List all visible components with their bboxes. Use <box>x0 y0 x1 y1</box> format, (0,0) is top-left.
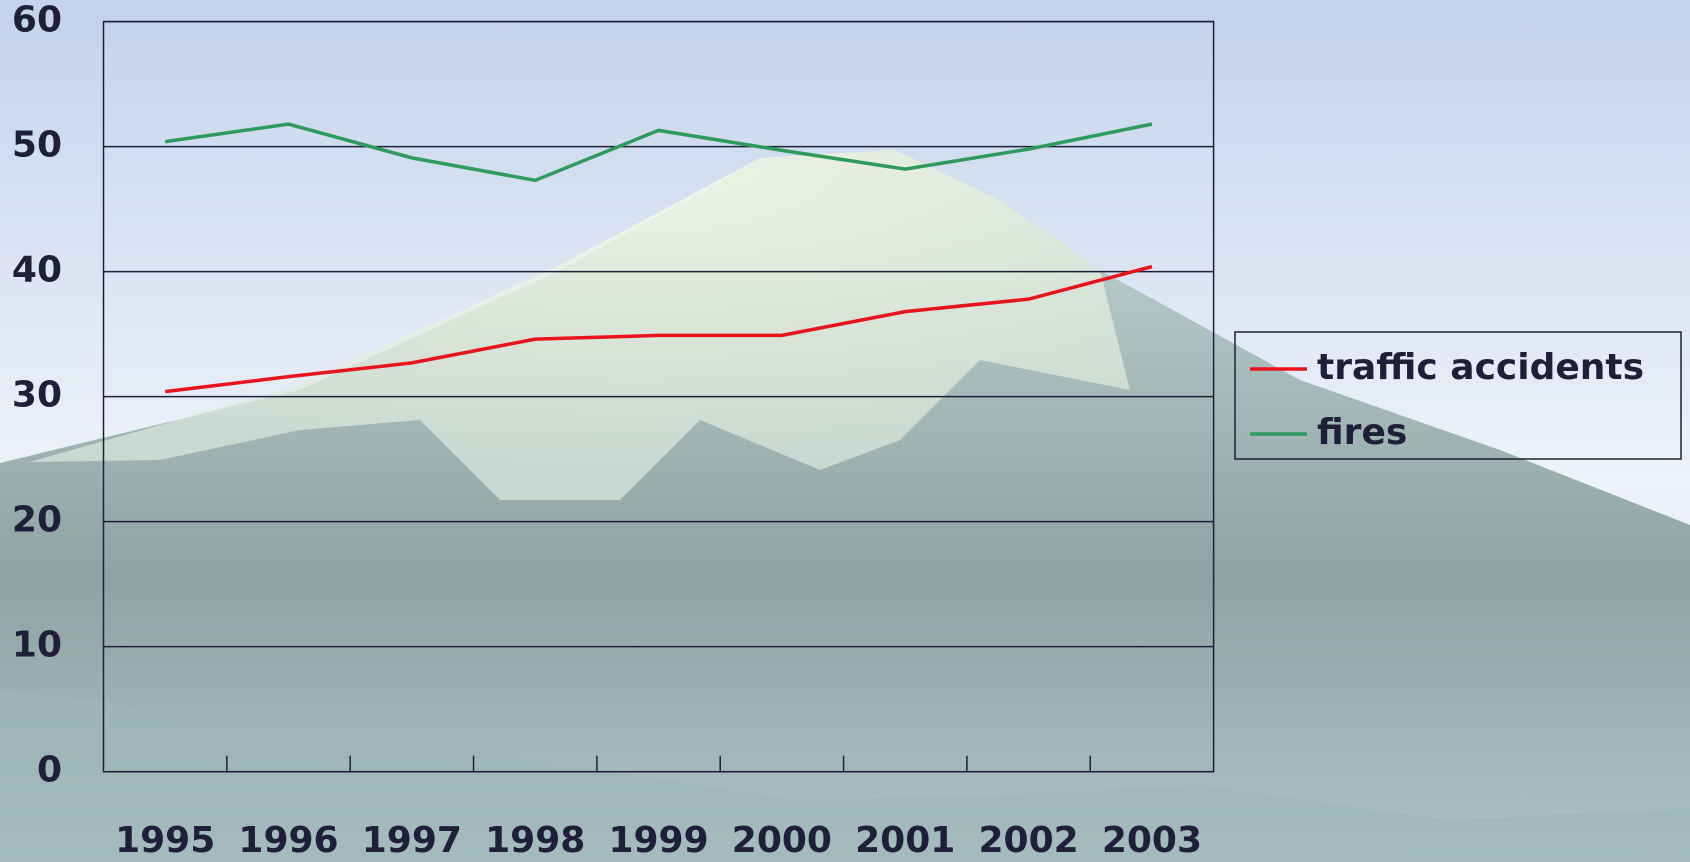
mountain <box>0 150 1690 862</box>
x-tick-label: 2001 <box>855 820 955 861</box>
y-tick-label: 10 <box>12 625 62 666</box>
y-tick-label: 50 <box>12 125 62 166</box>
foothills <box>0 690 1690 862</box>
y-tick-label: 60 <box>12 0 62 41</box>
x-tick-label: 1996 <box>238 820 338 861</box>
legend-label: fires <box>1317 412 1407 453</box>
x-tick-label: 1997 <box>362 820 462 861</box>
series-line <box>164 264 1153 394</box>
y-tick-label: 20 <box>12 500 62 541</box>
x-tick-label: 1998 <box>485 820 585 861</box>
y-tick-label: 0 <box>37 750 62 791</box>
series-line <box>164 122 1153 183</box>
legend-box <box>1234 331 1682 460</box>
legend-label: traffic accidents <box>1317 347 1644 388</box>
y-tick-label: 30 <box>12 375 62 416</box>
x-tick-label: 2003 <box>1102 820 1202 861</box>
x-tick-label: 1999 <box>608 820 708 861</box>
x-tick-label: 2002 <box>978 820 1078 861</box>
x-tick-label: 1995 <box>115 820 215 861</box>
mountain-snow <box>30 150 1130 500</box>
y-tick-label: 40 <box>12 250 62 291</box>
x-tick-label: 2000 <box>732 820 832 861</box>
plot-frame <box>102 20 1215 773</box>
